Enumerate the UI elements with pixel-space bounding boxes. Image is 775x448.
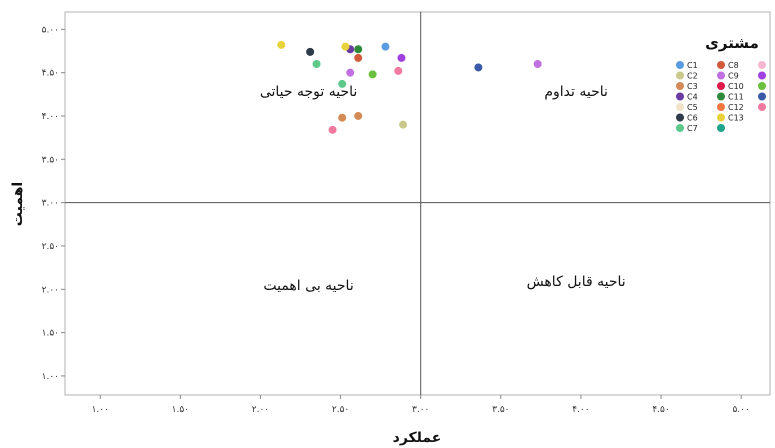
region-labels: ناحیه توجه حیاتی ناحیه تداوم ناحیه بی اهمی… <box>260 84 626 294</box>
x-tick-label: ۲.۰۰ <box>252 405 269 415</box>
y-axis-ticks: ۱.۰۰ ۱.۵۰ ۲.۰۰ ۲.۵۰ ۳.۰۰ ۳.۵۰ ۴.۰۰ ۴.۵۰ ۵.۰۰ <box>42 25 65 382</box>
legend-swatch <box>676 92 684 101</box>
legend-label: C6 <box>687 114 698 123</box>
data-points <box>277 40 542 134</box>
legend-swatch <box>676 113 684 122</box>
y-tick-label: ۴.۵۰ <box>42 69 59 79</box>
y-tick-label: ۴.۰۰ <box>42 112 59 122</box>
legend-label: C3 <box>687 82 698 91</box>
legend-swatch <box>717 103 725 111</box>
x-tick-label: ۴.۵۰ <box>652 405 669 415</box>
legend-swatch <box>676 71 684 80</box>
legend-swatch <box>676 82 684 90</box>
legend-label: C5 <box>687 103 698 112</box>
region-label: ناحیه قابل کاهش <box>527 274 626 290</box>
x-tick-label: ۴.۰۰ <box>572 405 589 415</box>
legend-swatch <box>758 82 766 90</box>
y-axis-title: اهمیت <box>10 182 26 226</box>
data-point <box>277 40 286 49</box>
legend-swatch <box>717 71 725 80</box>
data-point <box>328 125 337 134</box>
data-point <box>397 53 406 62</box>
legend-swatch <box>717 82 725 90</box>
x-axis-ticks: ۱.۰۰ ۱.۵۰ ۲.۰۰ ۲.۵۰ ۳.۰۰ ۳.۵۰ ۴.۰۰ ۴.۵۰ ۵.۰۰ <box>92 395 750 415</box>
data-point <box>381 42 390 51</box>
legend-swatch <box>758 71 766 80</box>
data-point <box>533 59 542 68</box>
legend-label: C12 <box>728 103 744 112</box>
x-tick-label: ۵.۰۰ <box>732 405 749 415</box>
legend-label: C10 <box>728 82 744 91</box>
legend-swatch <box>717 61 725 69</box>
legend-swatch <box>676 61 684 69</box>
legend-label: C9 <box>728 72 739 81</box>
legend-label: C2 <box>687 72 698 81</box>
x-tick-label: ۲.۵۰ <box>332 405 349 415</box>
legend-label: C8 <box>728 61 739 70</box>
legend-swatch <box>717 113 725 122</box>
y-tick-label: ۲.۵۰ <box>42 242 59 252</box>
data-point <box>394 66 403 75</box>
legend-swatch <box>758 61 766 69</box>
legend-swatch <box>758 92 766 101</box>
x-tick-label: ۳.۰۰ <box>412 405 429 415</box>
legend-label: C7 <box>687 124 698 133</box>
x-tick-label: ۳.۵۰ <box>492 405 509 415</box>
x-axis-title: عملکرد <box>393 430 442 446</box>
data-point <box>354 45 363 54</box>
data-point <box>338 79 347 88</box>
data-point <box>354 111 363 120</box>
legend-swatch <box>676 124 684 132</box>
region-label: ناحیه تداوم <box>544 84 608 100</box>
data-point <box>474 63 483 72</box>
data-point <box>346 68 355 77</box>
y-tick-label: ۳.۰۰ <box>42 199 59 209</box>
data-point <box>354 53 363 62</box>
y-tick-label: ۱.۰۰ <box>42 372 59 382</box>
legend-swatch <box>717 92 725 101</box>
y-tick-label: ۲.۰۰ <box>42 285 59 295</box>
legend-title: مشتری <box>705 34 759 52</box>
y-tick-label: ۳.۵۰ <box>42 155 59 165</box>
legend-label: C1 <box>687 61 698 70</box>
data-point <box>338 113 347 122</box>
legend-swatch <box>758 103 766 111</box>
legend-label: C11 <box>728 93 744 102</box>
plot-frame <box>64 11 771 396</box>
data-point <box>312 59 321 68</box>
data-point <box>306 47 315 56</box>
data-point <box>399 120 408 129</box>
data-point <box>341 42 350 51</box>
legend-label: C4 <box>687 93 698 102</box>
x-tick-label: ۱.۰۰ <box>92 405 109 415</box>
data-point <box>368 70 377 79</box>
y-tick-label: ۱.۵۰ <box>42 329 59 339</box>
region-label: ناحیه بی اهمیت <box>263 278 353 294</box>
legend-swatch <box>676 103 684 111</box>
legend-label: C13 <box>728 114 744 123</box>
y-tick-label: ۵.۰۰ <box>42 25 59 35</box>
legend-swatch <box>717 124 725 132</box>
x-tick-label: ۱.۵۰ <box>172 405 189 415</box>
region-label: ناحیه توجه حیاتی <box>260 84 357 100</box>
